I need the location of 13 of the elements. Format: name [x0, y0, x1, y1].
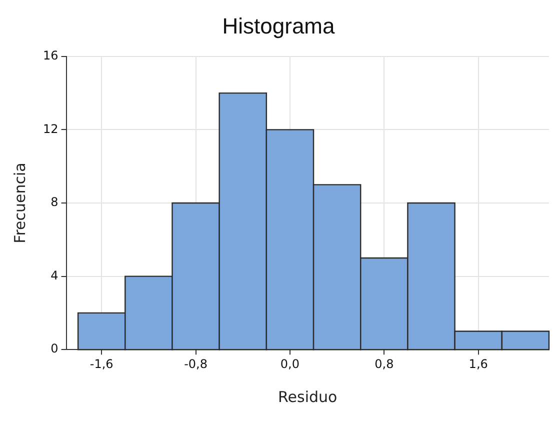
y-tick-label: 4	[50, 268, 58, 282]
y-tick-label: 8	[50, 195, 58, 210]
x-tick-label: 0,8	[374, 356, 394, 371]
y-axis-title: Frecuencia	[10, 162, 29, 244]
y-tick-label: 0	[50, 342, 58, 356]
x-tick-label: -0,8	[184, 356, 208, 371]
x-axis-title: Residuo	[278, 388, 338, 406]
x-tick-label: 0,0	[280, 356, 300, 371]
y-tick-label: 16	[42, 48, 58, 63]
chart-title: Histograma	[222, 13, 336, 38]
y-tick-label: 12	[42, 122, 58, 136]
x-tick-label: -1,6	[90, 356, 114, 371]
x-tick-label: 1,6	[468, 356, 488, 371]
